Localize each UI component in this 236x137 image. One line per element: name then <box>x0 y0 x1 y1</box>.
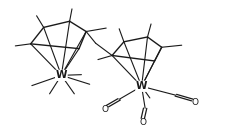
Text: O: O <box>192 98 199 107</box>
Text: O: O <box>101 105 108 114</box>
Text: O: O <box>139 118 146 127</box>
Text: W: W <box>56 70 67 80</box>
Text: W: W <box>136 81 147 91</box>
